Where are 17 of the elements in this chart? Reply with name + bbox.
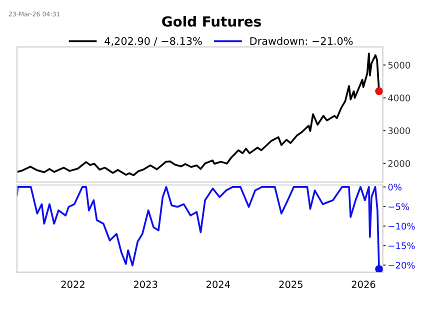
y-tick-label: 5000 <box>388 62 410 69</box>
x-tick-label: 2025 <box>279 280 302 288</box>
y-tick-label: 2000 <box>388 160 410 167</box>
y-tick-label: −5% <box>388 203 410 210</box>
y-tick-label: −15% <box>388 242 415 250</box>
y-tick-label: 4000 <box>388 94 410 102</box>
y-tick-label: 0% <box>388 184 402 191</box>
x-tick-label: 2024 <box>206 280 230 288</box>
legend-label: 4,202.90 / −8.13% <box>104 37 202 46</box>
y-tick-label: 3000 <box>388 127 410 134</box>
x-tick-label: 2022 <box>61 280 84 288</box>
legend-label: Drawdown: −21.0% <box>250 36 353 45</box>
y-tick-label: −20% <box>388 262 415 269</box>
x-tick-label: 2026 <box>352 280 376 288</box>
chart-title: Gold Futures <box>162 16 261 27</box>
x-tick-label: 2023 <box>134 280 158 288</box>
y-tick-label: −10% <box>388 222 415 230</box>
